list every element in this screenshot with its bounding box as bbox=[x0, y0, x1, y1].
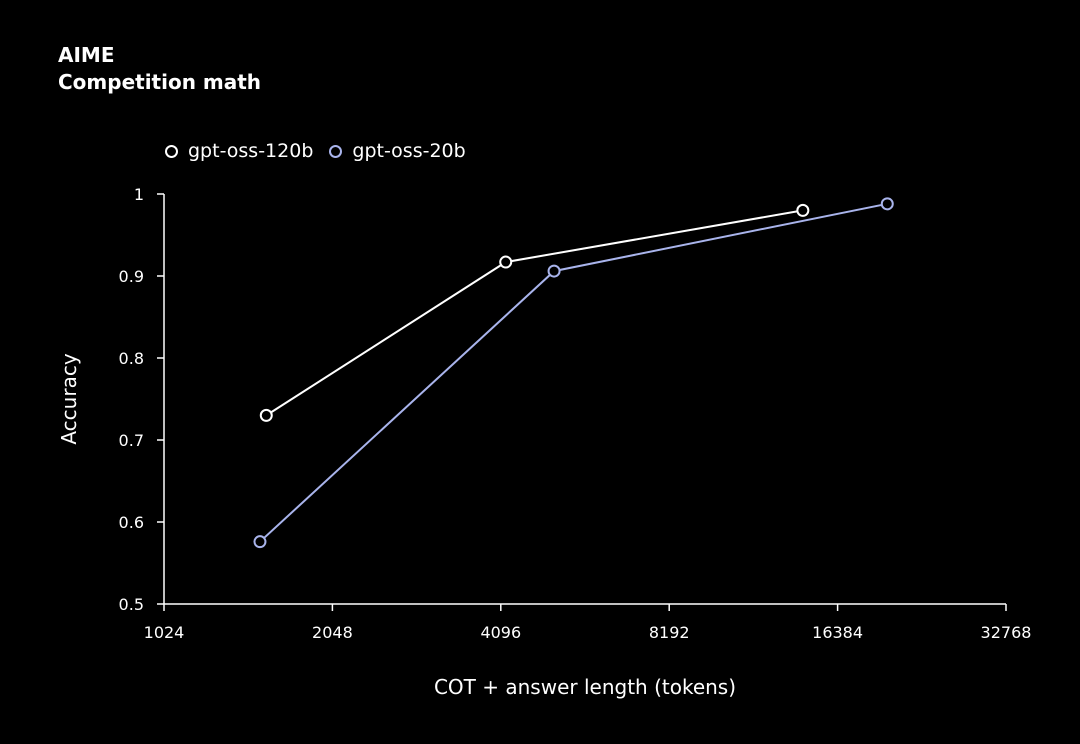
legend-label-gpt-oss-120b: gpt-oss-120b bbox=[188, 140, 314, 162]
x-axis-label: COT + answer length (tokens) bbox=[434, 675, 736, 699]
axes: 1024 2048 4096 8192 16384 32768 0.5 0.6 0.7 0.8 0.… bbox=[57, 185, 1031, 699]
y-tick-label: 0.7 bbox=[119, 431, 144, 450]
legend: gpt-oss-120b gpt-oss-20b bbox=[165, 140, 482, 162]
y-tick-label: 0.6 bbox=[119, 513, 144, 532]
x-tick-label: 4096 bbox=[480, 623, 521, 642]
series-line-gpt-oss-20b bbox=[259, 202, 888, 543]
series-line-gpt-oss-120b bbox=[265, 209, 803, 417]
data-point-gpt-oss-20b bbox=[880, 197, 894, 211]
legend-item-gpt-oss-120b: gpt-oss-120b bbox=[165, 140, 313, 162]
chart-title-block: AIME Competition math bbox=[58, 42, 261, 96]
y-axis-label: Accuracy bbox=[57, 353, 81, 444]
data-point-gpt-oss-20b bbox=[253, 535, 267, 549]
chart-title: AIME bbox=[58, 43, 115, 67]
legend-item-gpt-oss-20b: gpt-oss-20b bbox=[329, 140, 466, 162]
y-tick-label: 0.5 bbox=[119, 595, 144, 614]
x-tick-label: 32768 bbox=[981, 623, 1032, 642]
data-point-gpt-oss-20b bbox=[547, 264, 561, 278]
legend-marker-gpt-oss-20b bbox=[329, 144, 343, 158]
x-tick-label: 1024 bbox=[144, 623, 185, 642]
data-point-gpt-oss-120b bbox=[259, 408, 273, 422]
chart-subtitle: Competition math bbox=[58, 70, 262, 94]
y-tick-label: 0.8 bbox=[119, 349, 144, 368]
x-tick-label: 2048 bbox=[312, 623, 353, 642]
x-tick-label: 16384 bbox=[812, 623, 863, 642]
y-tick-label: 0.9 bbox=[119, 267, 144, 286]
data-point-gpt-oss-120b bbox=[499, 255, 513, 269]
y-tick-label: 1 bbox=[134, 185, 144, 204]
x-tick-label: 8192 bbox=[649, 623, 690, 642]
legend-label-gpt-oss-20b: gpt-oss-20b bbox=[352, 140, 466, 162]
data-point-gpt-oss-120b bbox=[796, 203, 810, 217]
series-layer bbox=[253, 197, 894, 549]
legend-marker-gpt-oss-120b bbox=[165, 144, 178, 158]
